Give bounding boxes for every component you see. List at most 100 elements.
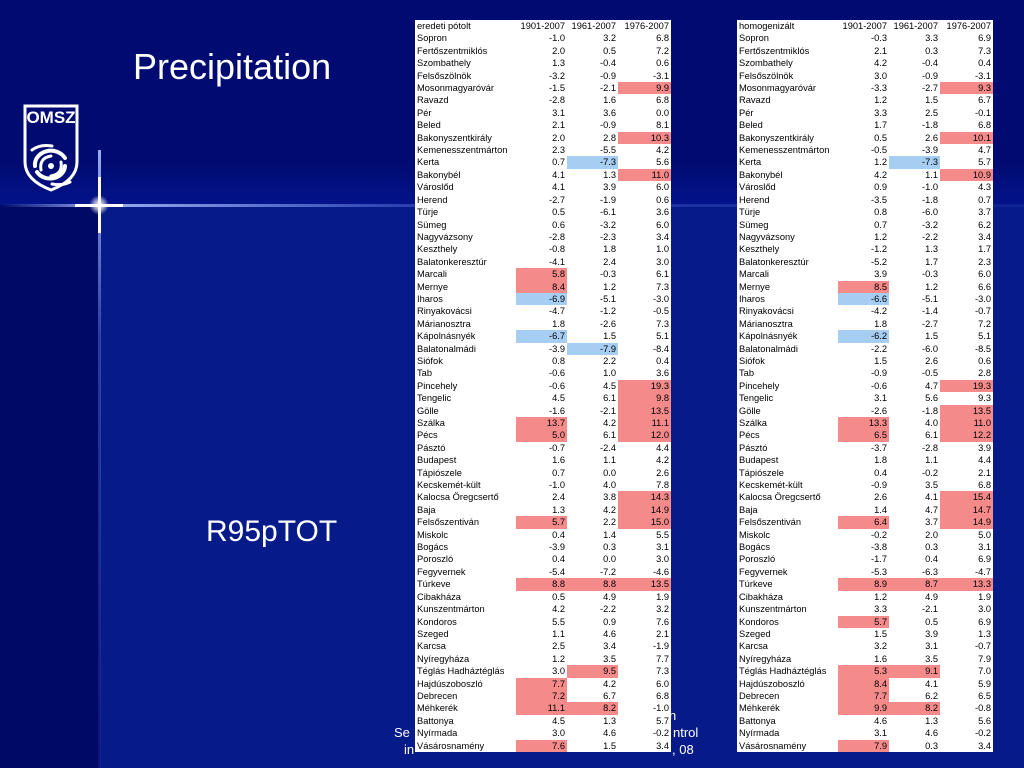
station-name-cell: Bakonybél (739, 169, 783, 180)
value-cell: 1.7 (978, 244, 991, 255)
value-cell: -3.1 (974, 70, 991, 81)
value-cell: 4.5 (603, 380, 616, 391)
station-name-cell: Gölle (417, 405, 439, 416)
table-row: Marcali 5.8 -0.3 6.1 (415, 268, 671, 281)
value-cell: 4.1 (925, 678, 938, 689)
value-cell: 4.1 (552, 169, 565, 180)
value-cell: 2.2 (603, 355, 616, 366)
value-cell: -0.9 (870, 480, 887, 491)
table-homogenized: homogenizált 1901-2007 1961-2007 1976-2007 S… (737, 20, 993, 752)
station-name-cell: Bakonyszentkirály (417, 132, 492, 143)
value-cell: -6.6 (838, 292, 889, 306)
value-cell: 4.6 (603, 628, 616, 639)
value-cell: -0.2 (870, 529, 887, 540)
value-cell: 0.8 (552, 355, 565, 366)
value-cell: 1.6 (552, 455, 565, 466)
table-row: Fegyvernek -5.4 -7.2 -4.6 (415, 566, 671, 578)
value-cell: 6.0 (978, 269, 991, 280)
table-row: Karcsa 3.2 3.1 -0.7 (737, 640, 993, 652)
value-cell: 3.0 (874, 70, 887, 81)
value-cell: -1.2 (599, 306, 616, 317)
station-name-cell: Balatonkeresztúr (739, 256, 809, 267)
value-cell: 1.7 (874, 120, 887, 131)
value-cell: 4.0 (925, 418, 938, 428)
value-cell: -5.1 (921, 293, 938, 304)
station-name-cell: Szombathely (417, 58, 471, 69)
station-name-cell: Fegyvernek (417, 566, 466, 577)
table-row: Pér 3.1 3.6 0.0 (415, 107, 671, 119)
value-cell: -4.7 (974, 566, 991, 577)
table-row: Balatonalmádi -2.2 -6.0 -8.5 (737, 343, 993, 355)
value-cell: -1.8 (921, 405, 938, 416)
table-row: Gölle -1.6 -2.1 13.5 (415, 404, 671, 417)
value-cell: 3.4 (656, 231, 669, 242)
value-cell: 3.4 (978, 231, 991, 242)
header-cell: 1976-2007 (946, 21, 991, 31)
table-row: Túrkeve 8.9 8.7 13.3 (737, 578, 993, 591)
value-cell: -1.9 (599, 194, 616, 205)
table-row: Beled 1.7 -1.8 6.8 (737, 119, 993, 131)
value-cell: 0.0 (603, 554, 616, 565)
station-name-cell: Fertőszentmiklós (417, 45, 488, 56)
table-row: Kunszentmárton 4.2 -2.2 3.2 (415, 603, 671, 615)
value-cell: 6.6 (978, 281, 991, 292)
value-cell: 7.0 (978, 666, 991, 677)
table-row: Kondoros 5.7 0.5 6.9 (737, 615, 993, 628)
value-cell: 6.1 (603, 393, 616, 404)
station-name-cell: Poroszló (739, 554, 776, 565)
value-cell: -0.5 (921, 368, 938, 379)
table-row: Cibakháza 1.2 4.9 1.9 (737, 591, 993, 603)
value-cell: 13.5 (618, 404, 671, 417)
value-cell: 3.1 (874, 393, 887, 404)
table-header-row: homogenizált 1901-2007 1961-2007 1976-2007 (737, 20, 993, 32)
table-row: Tengelic 4.5 6.1 9.8 (415, 392, 671, 405)
station-name-cell: Felsőszentiván (739, 517, 802, 528)
value-cell: -3.9 (548, 343, 565, 354)
value-cell: 7.2 (978, 318, 991, 329)
value-cell: 8.4 (516, 280, 567, 293)
table-row: Mosonmagyaróvár -1.5 -2.1 9.9 (415, 82, 671, 95)
value-cell: 1.6 (874, 653, 887, 664)
value-cell: -8.5 (974, 343, 991, 354)
value-cell: 13.3 (838, 417, 889, 430)
value-cell: 15.0 (618, 516, 671, 529)
station-name-cell: Nyírmada (739, 728, 780, 739)
value-cell: 0.7 (978, 194, 991, 205)
table-row: Méhkerék 11.1 8.2 -1.0 (415, 702, 671, 715)
value-cell: 3.6 (656, 368, 669, 379)
station-name-cell: Felsőszölnök (739, 70, 794, 81)
value-cell: 1.5 (603, 331, 616, 342)
value-cell: 5.6 (656, 157, 669, 168)
station-name-cell: Gölle (739, 405, 761, 416)
value-cell: 1.2 (874, 591, 887, 602)
table-row: Battonya 4.6 1.3 5.6 (737, 715, 993, 727)
value-cell: -2.8 (548, 231, 565, 242)
value-cell: 1.8 (874, 455, 887, 466)
value-cell: 1.3 (603, 715, 616, 726)
table-row: Felsőszölnök 3.0 -0.9 -3.1 (737, 70, 993, 82)
value-cell: 4.1 (552, 182, 565, 193)
value-cell: 4.2 (874, 58, 887, 69)
table-row: Márianosztra 1.8 -2.7 7.2 (737, 318, 993, 330)
value-cell: 2.8 (978, 368, 991, 379)
table-row: Tab -0.6 1.0 3.6 (415, 367, 671, 379)
value-cell: 6.9 (978, 554, 991, 565)
table-row: Vásárosnamény 7.9 0.3 3.4 (737, 739, 993, 752)
value-cell: 0.4 (925, 554, 938, 565)
value-cell: 3.9 (978, 442, 991, 453)
station-name-cell: Siófok (739, 355, 765, 366)
table-row: Kunszentmárton 3.3 -2.1 3.0 (737, 603, 993, 615)
value-cell: -3.9 (921, 145, 938, 156)
value-cell: 5.6 (925, 393, 938, 404)
value-cell: 7.9 (978, 653, 991, 664)
station-name-cell: Pásztó (417, 442, 446, 453)
station-name-cell: Marcali (417, 269, 447, 280)
value-cell: -6.3 (921, 566, 938, 577)
value-cell: 2.2 (603, 517, 616, 528)
value-cell: -6.2 (838, 330, 889, 343)
value-cell: 0.3 (925, 542, 938, 553)
table-row: Karcsa 2.5 3.4 -1.9 (415, 640, 671, 652)
station-name-cell: Kemenesszentmárton (739, 145, 830, 156)
value-cell: -2.3 (599, 231, 616, 242)
table-row: Téglás Hadháztéglás 3.0 9.5 7.3 (415, 665, 671, 678)
